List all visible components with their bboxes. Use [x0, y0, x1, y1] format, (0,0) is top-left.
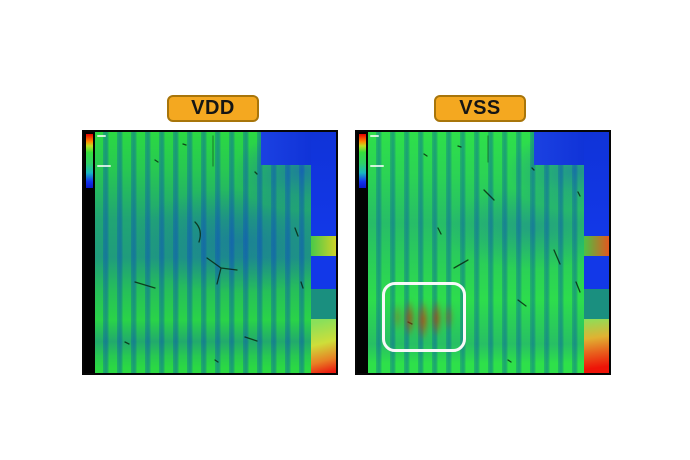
vss-edge-hot-gradient-block — [584, 319, 609, 373]
vss-highlight-box — [382, 282, 466, 352]
vss-topright-blue-macro — [534, 132, 584, 165]
vss-heatmap — [355, 130, 611, 375]
vss-edge-blue-block-2 — [584, 256, 609, 289]
vdd-cracks-overlay — [124, 135, 304, 363]
vss-edge-blue-block — [584, 132, 609, 236]
vss-colorbar-max-label — [370, 135, 379, 137]
vss-edge-teal-block — [584, 289, 609, 319]
vdd-edge-blue-block-2 — [311, 256, 336, 289]
vss-colorbar-min-label — [370, 165, 384, 167]
vss-colorbar — [359, 134, 366, 188]
vdd-colorbar-max-label — [97, 135, 106, 137]
vss-right-edge-macros — [584, 132, 609, 373]
vdd-colorbar-min-label — [97, 165, 111, 167]
vdd-edge-teal-block — [311, 289, 336, 319]
vdd-edge-hot-gradient-block — [311, 319, 336, 373]
vdd-panel-label: VDD — [167, 95, 259, 122]
vdd-colorbar — [86, 134, 93, 188]
vdd-left-frame-strip — [84, 132, 95, 373]
vss-hotspot-streaks — [387, 285, 462, 349]
vss-edge-orange-block — [584, 236, 609, 256]
vdd-right-edge-macros — [311, 132, 336, 373]
vdd-heatmap-body — [95, 132, 336, 373]
vss-panel-label: VSS — [434, 95, 526, 122]
vdd-edge-blue-block — [311, 132, 336, 236]
vdd-edge-yellowgreen-block — [311, 236, 336, 256]
vdd-label-text: VDD — [191, 97, 235, 119]
vss-label-text: VSS — [459, 97, 501, 119]
vdd-topright-blue-macro — [261, 132, 311, 165]
vdd-heatmap — [82, 130, 338, 375]
vss-left-frame-strip — [357, 132, 368, 373]
